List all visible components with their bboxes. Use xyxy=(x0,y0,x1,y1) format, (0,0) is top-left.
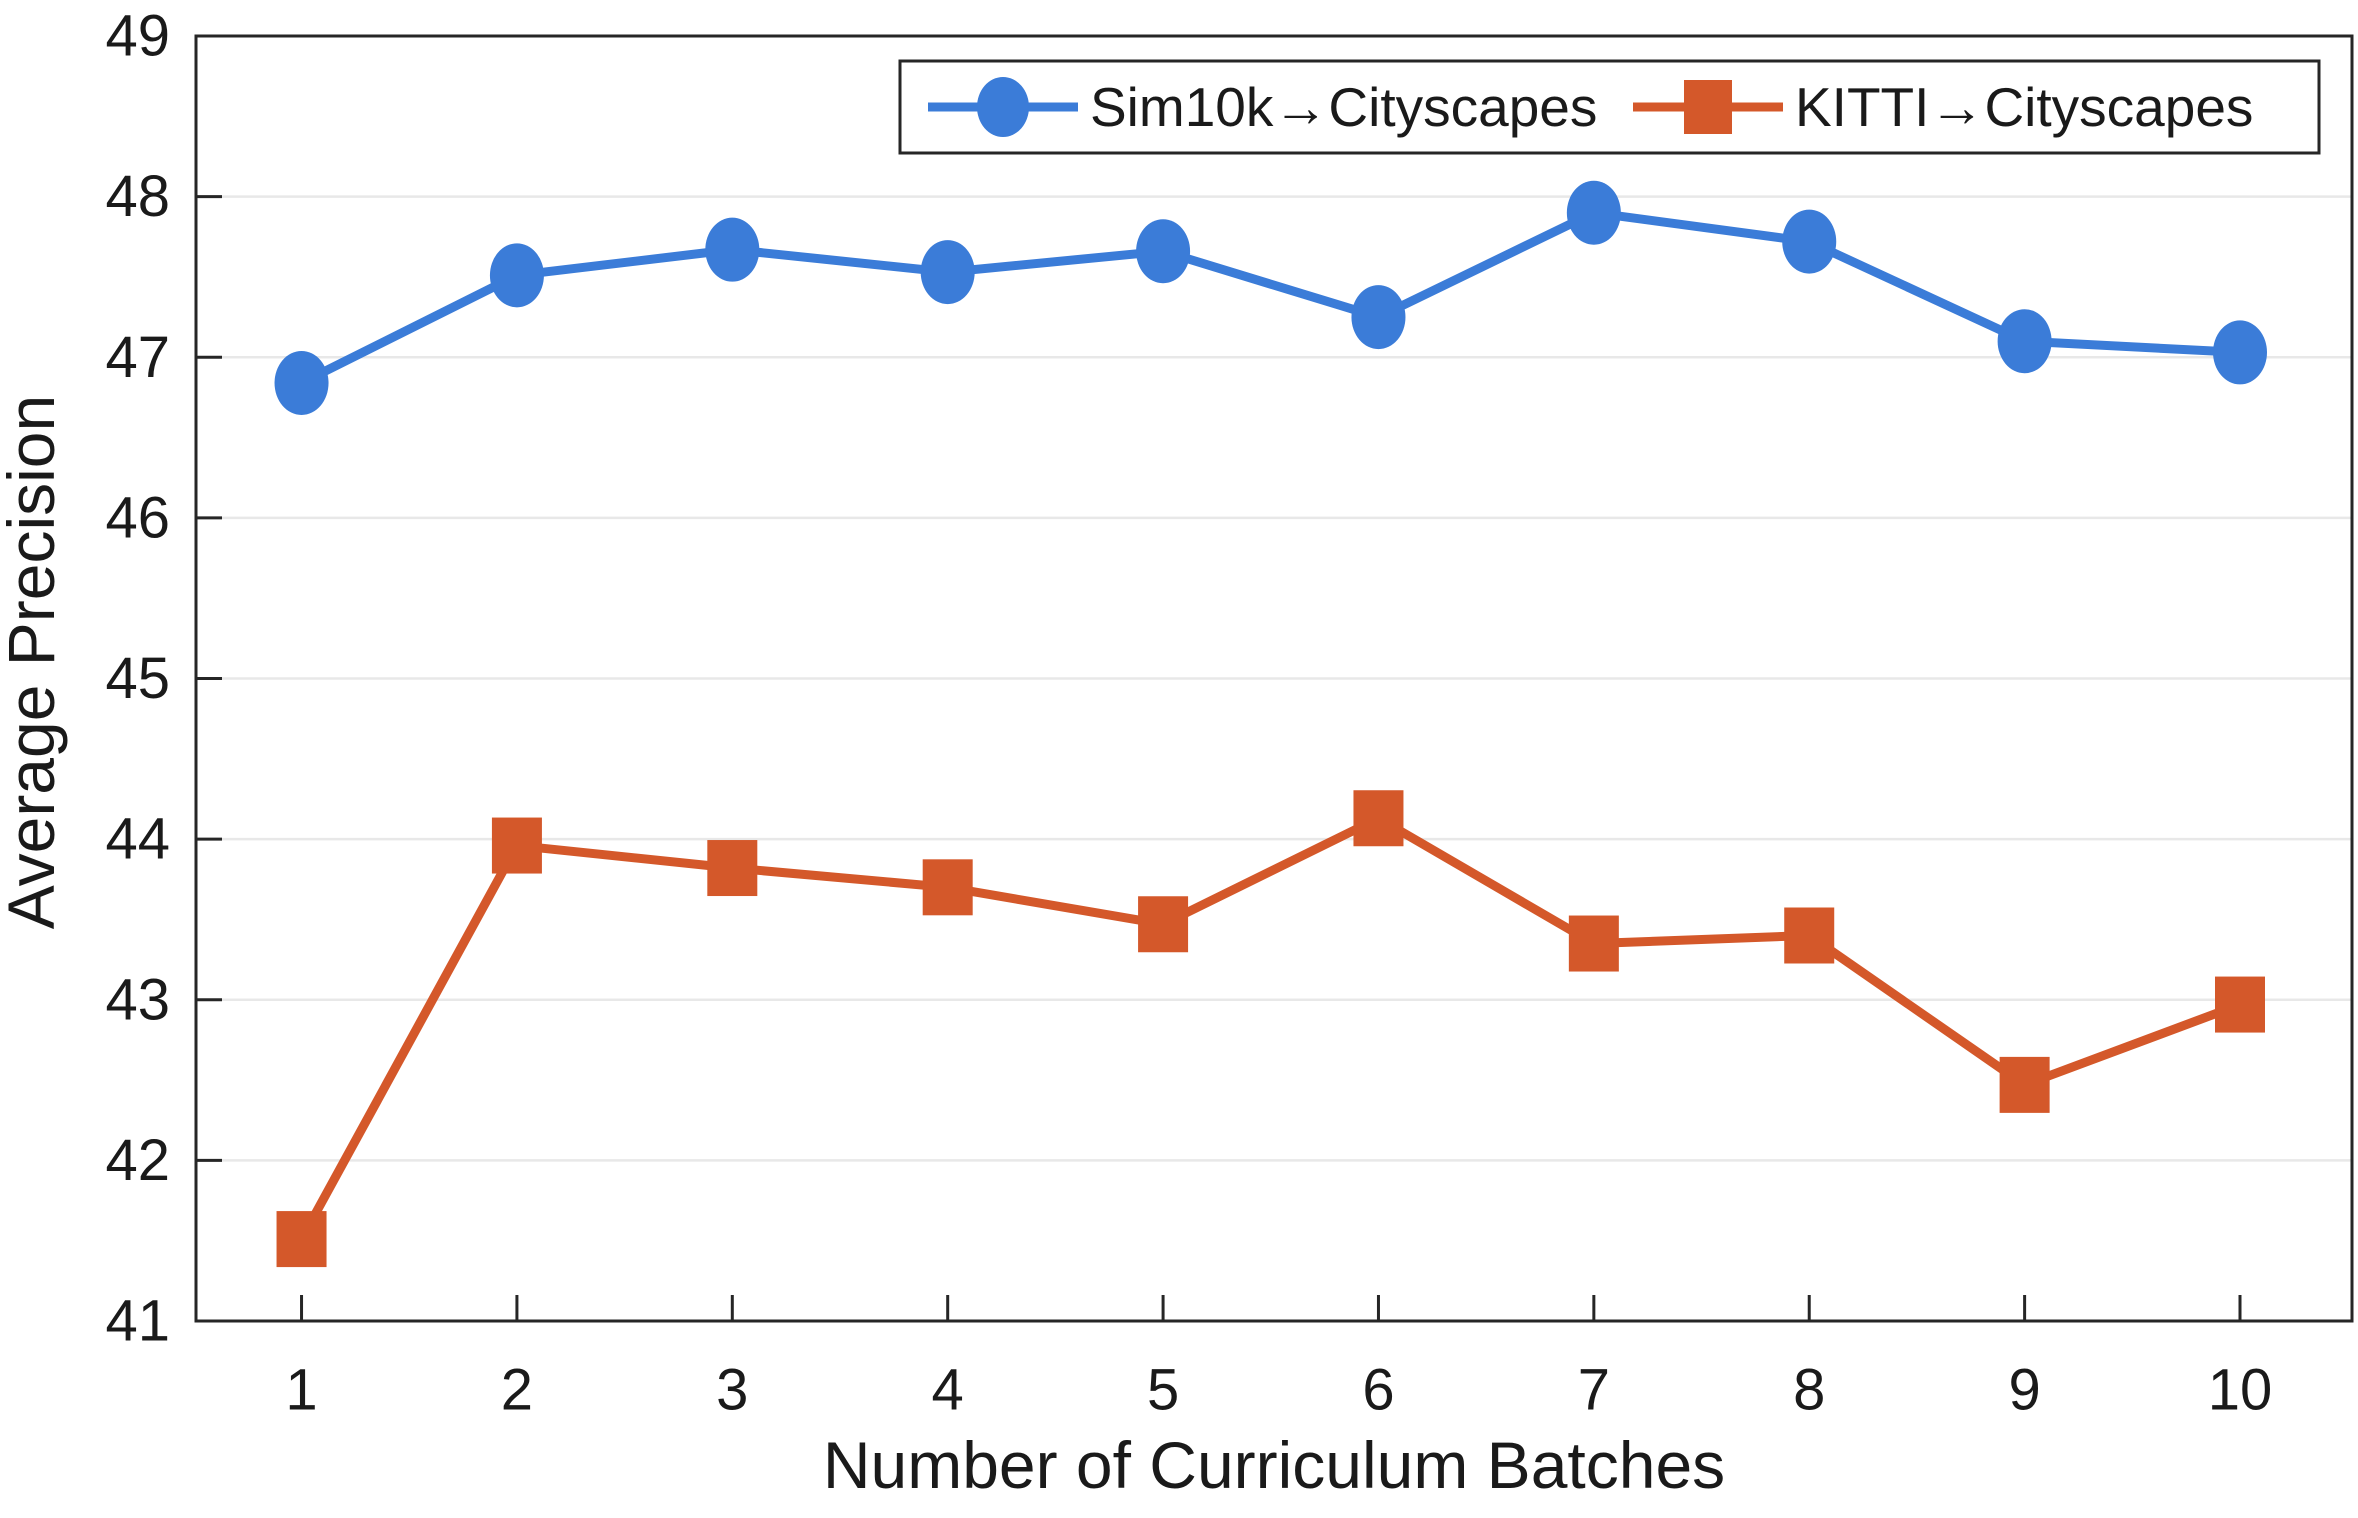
x-tick-label: 1 xyxy=(285,1358,317,1423)
data-point-marker xyxy=(274,350,329,415)
data-point-marker xyxy=(1568,915,1619,972)
data-point-marker xyxy=(1784,907,1835,964)
x-tick-label: 9 xyxy=(2008,1358,2040,1423)
data-point-marker xyxy=(1999,1056,2050,1113)
data-point-marker xyxy=(1353,790,1404,847)
data-point-marker xyxy=(707,840,758,897)
data-point-marker xyxy=(920,240,975,305)
data-point-marker xyxy=(1136,219,1191,284)
data-point-marker xyxy=(2213,320,2267,385)
y-tick-label: 46 xyxy=(105,485,170,550)
legend-entry-kitti-cityscapes: KITTI→Cityscapes xyxy=(1633,76,2253,138)
legend-label: Sim10k→Cityscapes xyxy=(1090,76,1597,138)
data-point-marker xyxy=(489,243,544,308)
x-tick-label: 3 xyxy=(716,1358,748,1423)
y-tick-label: 42 xyxy=(105,1128,170,1193)
legend-entry-sim10k-cityscapes: Sim10k→Cityscapes xyxy=(928,76,1597,138)
legend-box xyxy=(898,59,2321,155)
x-tick-label: 4 xyxy=(932,1358,964,1423)
y-tick-label: 43 xyxy=(105,967,170,1032)
series-sim10k-cityscapes xyxy=(274,180,2267,415)
data-point-marker xyxy=(705,217,760,282)
legend-label: KITTI→Cityscapes xyxy=(1795,76,2253,138)
y-axis-title: Average Precision xyxy=(0,395,68,929)
legend: Sim10k→Cityscapes KITTI→Cityscapes xyxy=(898,59,2321,155)
y-tick-label: 48 xyxy=(105,164,170,229)
y-tick-label: 45 xyxy=(105,646,170,711)
gridlines xyxy=(196,195,2352,1162)
x-tick-label: 8 xyxy=(1793,1358,1825,1423)
legend-square-marker-icon xyxy=(1684,80,1732,134)
y-tick-label: 47 xyxy=(105,325,170,390)
x-tick-label: 5 xyxy=(1147,1358,1179,1423)
x-tick-label: 10 xyxy=(2208,1358,2273,1423)
series-kitti-cityscapes xyxy=(276,790,2265,1268)
x-axis-title: Number of Curriculum Batches xyxy=(823,1428,1725,1502)
series-line-sim10k-cityscapes xyxy=(297,208,2245,388)
legend-circle-marker-icon xyxy=(977,77,1029,137)
data-point-marker xyxy=(491,817,542,874)
data-point-marker xyxy=(2215,976,2265,1033)
x-tick-label: 7 xyxy=(1578,1358,1610,1423)
data-point-marker xyxy=(276,1211,327,1268)
data-point-marker xyxy=(1351,285,1406,350)
y-tick-label: 49 xyxy=(105,4,170,69)
x-tick-label: 2 xyxy=(501,1358,533,1423)
data-point-marker xyxy=(1138,896,1189,953)
series-line-kitti-cityscapes xyxy=(297,813,2245,1244)
y-tick-label: 44 xyxy=(105,807,170,872)
data-point-marker xyxy=(1782,209,1837,274)
x-tick-label: 6 xyxy=(1362,1358,1394,1423)
data-point-marker xyxy=(1566,180,1621,245)
data-point-marker xyxy=(922,859,973,916)
y-tick-label: 41 xyxy=(105,1289,170,1354)
data-point-marker xyxy=(1997,309,2052,374)
